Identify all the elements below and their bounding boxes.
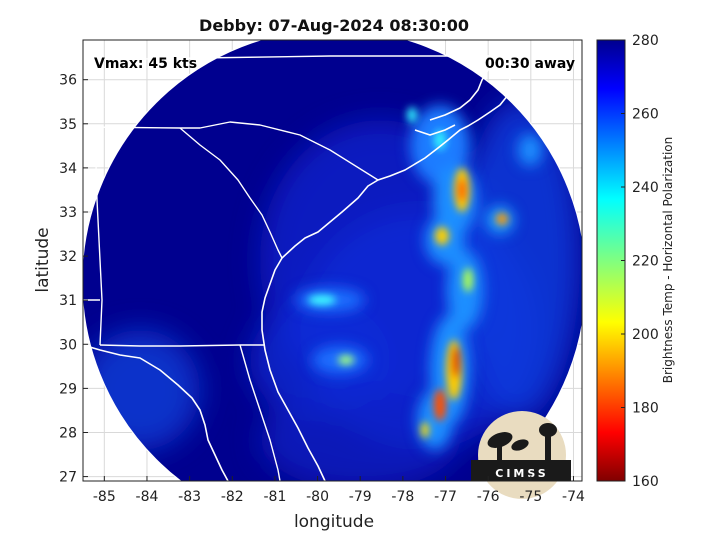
logo-tank-icon	[539, 423, 557, 437]
y-tick-label: 27	[59, 470, 77, 486]
colorbar: 160 180 200 220 240 260 280 Brightness Temp - …	[596, 33, 675, 490]
colorbar-gradient	[596, 39, 626, 482]
x-tick-label: -80	[306, 489, 329, 505]
vmax-label: Vmax: 45 kts	[94, 56, 197, 72]
y-tick-label: 31	[59, 293, 77, 309]
y-tick-label: 34	[59, 161, 77, 177]
colorbar-tick-label: 240	[632, 180, 659, 196]
colorbar-ticks: 160 180 200 220 240 260 280	[621, 33, 659, 490]
microwave-swath	[83, 40, 582, 481]
logo-dish-post	[497, 443, 502, 461]
logo-tower-icon	[545, 432, 551, 462]
colorbar-label: Brightness Temp - Horizontal Polarizatio…	[661, 137, 675, 384]
y-tick-label: 29	[59, 381, 77, 397]
coastlines	[83, 47, 511, 481]
y-tick-label: 35	[59, 117, 77, 133]
x-tick-label: -74	[562, 489, 585, 505]
y-tick-label: 36	[59, 73, 77, 89]
cimss-logo: CIMSS	[471, 411, 571, 499]
x-tick-label: -76	[477, 489, 500, 505]
logo-ground	[471, 460, 571, 481]
state-borders	[83, 55, 500, 481]
logo-dish-icon-2	[511, 439, 529, 451]
y-axis: 27 28 29 30 31 32 33 34 35 36	[59, 73, 88, 486]
colorbar-tick-label: 200	[632, 327, 659, 343]
x-tick-label: -81	[263, 489, 286, 505]
y-axis-label: latitude	[33, 227, 53, 292]
y-tick-label: 32	[59, 249, 77, 265]
y-tick-label: 33	[59, 205, 77, 221]
colorbar-tick-label: 220	[632, 254, 659, 270]
x-tick-label: -78	[391, 489, 414, 505]
plot-frame	[82, 39, 583, 482]
x-tick-label: -84	[136, 489, 159, 505]
colorbar-tick-label: 160	[632, 474, 659, 490]
x-tick-label: -79	[349, 489, 372, 505]
time-away-label: 00:30 away	[485, 56, 575, 72]
rainband-core	[308, 107, 508, 438]
figure-title: Debby: 07-Aug-2024 08:30:00	[199, 16, 469, 35]
y-tick-label: 30	[59, 337, 77, 353]
x-tick-label: -75	[519, 489, 542, 505]
map-plot-area: Vmax: 45 kts 00:30 away CIMSS	[82, 39, 583, 499]
x-tick-label: -85	[93, 489, 116, 505]
logo-dish-icon	[487, 432, 513, 448]
colorbar-tick-label: 260	[632, 107, 659, 123]
colorbar-tick-label: 180	[632, 401, 659, 417]
x-axis-label: longitude	[294, 512, 374, 532]
y-tick-label: 28	[59, 425, 77, 441]
x-tick-label: -83	[178, 489, 201, 505]
x-tick-label: -82	[221, 489, 244, 505]
x-axis: -85 -84 -83 -82 -81 -80 -79 -78 -77 -76 -75 -74	[93, 476, 585, 505]
colorbar-tick-label: 280	[632, 33, 659, 49]
x-tick-label: -77	[434, 489, 457, 505]
logo-text: CIMSS	[495, 467, 548, 480]
